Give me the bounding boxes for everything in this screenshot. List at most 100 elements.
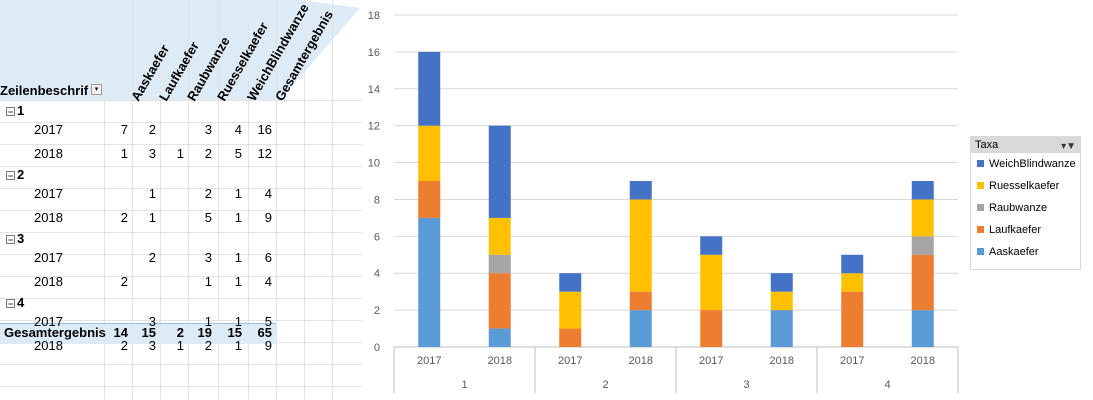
legend-swatch xyxy=(977,204,984,211)
legend-item[interactable]: Raubwanze xyxy=(971,197,1080,219)
legend-label: Laufkaefer xyxy=(989,224,1041,236)
y-tick-label: 0 xyxy=(374,342,380,354)
group-row[interactable]: −2 xyxy=(0,164,24,186)
cell-value: 2 xyxy=(204,186,212,201)
grand-total-label: Gesamtergebnis xyxy=(4,325,106,340)
grid-line xyxy=(160,0,161,400)
cell-value: 2 xyxy=(176,325,184,340)
grid-line xyxy=(0,210,362,211)
legend-label: Raubwanze xyxy=(989,202,1048,214)
cell-value: 14 xyxy=(113,325,128,340)
cell-value: 4 xyxy=(264,186,272,201)
group-row[interactable]: −1 xyxy=(0,100,24,122)
legend-label: Aaskaefer xyxy=(989,246,1039,258)
grid-line xyxy=(104,0,105,400)
collapse-icon[interactable]: − xyxy=(6,235,15,245)
x-category-label: 2018 xyxy=(629,355,653,367)
bar-segment xyxy=(629,310,652,347)
group-label: 1 xyxy=(17,103,25,118)
cell-value: 3 xyxy=(204,122,212,137)
cell-value: 3 xyxy=(148,338,156,353)
bar-segment xyxy=(629,181,652,200)
bar-segment xyxy=(700,236,723,255)
legend-items: WeichBlindwanze Ruesselkaefer Raubwanze Lau… xyxy=(971,153,1080,263)
legend-label: Ruesselkaefer xyxy=(989,180,1060,192)
cell-value: 1 xyxy=(120,146,128,161)
legend-swatch xyxy=(977,160,984,167)
row-label-header-text: Zeilenbeschrif xyxy=(0,83,89,98)
legend-filter-icon[interactable]: ▾▼ xyxy=(1061,141,1076,152)
bar-segment xyxy=(418,181,441,218)
bar-segment xyxy=(770,310,793,347)
group-row[interactable]: −3 xyxy=(0,228,24,250)
year-label: 2017 xyxy=(34,122,63,137)
cell-value: 12 xyxy=(257,146,272,161)
y-tick-label: 6 xyxy=(374,231,380,243)
collapse-icon[interactable]: − xyxy=(6,107,15,117)
pivot-table: Aaskaefer Laufkaefer Raubwanze Ruesselkaefe… xyxy=(0,0,362,400)
cell-value: 4 xyxy=(234,122,242,137)
bar-segment xyxy=(559,291,582,329)
bar-segment xyxy=(559,328,582,347)
cell-value: 7 xyxy=(120,122,128,137)
year-label: 2018 xyxy=(34,210,63,225)
legend-item[interactable]: Aaskaefer xyxy=(971,241,1080,263)
cell-value: 2 xyxy=(120,274,128,289)
legend-item[interactable]: WeichBlindwanze xyxy=(971,153,1080,175)
grid-line xyxy=(0,320,362,321)
y-tick-label: 12 xyxy=(368,121,380,133)
grid-line xyxy=(188,0,189,400)
cell-value: 15 xyxy=(141,325,156,340)
x-group-label: 4 xyxy=(884,379,890,391)
bar-segment xyxy=(629,199,652,292)
cell-value: 3 xyxy=(148,314,156,329)
grid-line xyxy=(304,0,305,400)
x-category-label: 2017 xyxy=(699,355,723,367)
y-tick-label: 4 xyxy=(374,268,380,280)
cell-value: 1 xyxy=(204,274,212,289)
collapse-icon[interactable]: − xyxy=(6,299,15,309)
legend-label: WeichBlindwanze xyxy=(989,158,1076,170)
y-tick-label: 16 xyxy=(368,47,380,59)
bar-segment xyxy=(488,254,511,274)
bar-segment xyxy=(770,273,793,292)
cell-value: 2 xyxy=(204,146,212,161)
bar-segment xyxy=(770,291,793,311)
legend-item[interactable]: Ruesselkaefer xyxy=(971,175,1080,197)
grid-line xyxy=(0,364,362,365)
bar-segment xyxy=(629,291,652,311)
grid-line xyxy=(0,100,362,101)
bar-segment xyxy=(841,273,864,292)
chart-legend: Taxa ▾▼ WeichBlindwanze Ruesselkaefer Raub… xyxy=(970,136,1081,270)
bar-segment xyxy=(488,328,511,347)
bar-segment xyxy=(911,254,934,311)
bar-segment xyxy=(418,217,441,347)
y-tick-label: 10 xyxy=(368,158,380,170)
legend-title: Taxa xyxy=(975,139,999,151)
x-category-label: 2018 xyxy=(770,355,794,367)
cell-value: 1 xyxy=(234,314,242,329)
row-filter-button[interactable]: ▾ xyxy=(91,84,102,95)
year-label: 2017 xyxy=(34,314,63,329)
cell-value: 1 xyxy=(234,338,242,353)
cell-value: 3 xyxy=(204,250,212,265)
bar-segment xyxy=(911,310,934,347)
year-label: 2018 xyxy=(34,274,63,289)
cell-value: 1 xyxy=(234,186,242,201)
cell-value: 65 xyxy=(257,325,272,340)
cell-value: 19 xyxy=(197,325,212,340)
group-row[interactable]: −4 xyxy=(0,292,24,314)
legend-item[interactable]: Laufkaefer xyxy=(971,219,1080,241)
grid-line xyxy=(0,166,362,167)
bar-segment xyxy=(911,199,934,237)
year-label: 2018 xyxy=(34,146,63,161)
group-label: 4 xyxy=(17,295,25,310)
collapse-icon[interactable]: − xyxy=(6,171,15,181)
y-tick-label: 14 xyxy=(368,84,380,96)
legend-swatch xyxy=(977,226,984,233)
row-label-header[interactable]: Zeilenbeschrif xyxy=(0,80,88,102)
cell-value: 1 xyxy=(176,146,184,161)
year-label: 2017 xyxy=(34,186,63,201)
legend-header[interactable]: Taxa ▾▼ xyxy=(971,137,1080,153)
cell-value: 9 xyxy=(264,338,272,353)
